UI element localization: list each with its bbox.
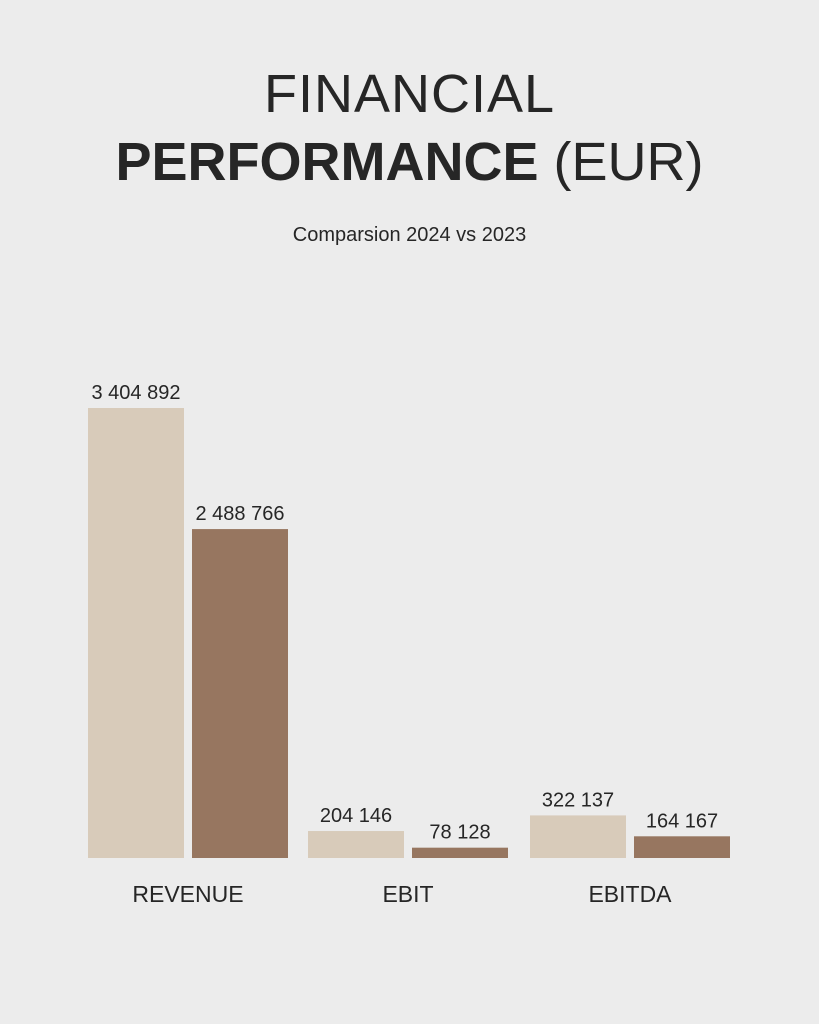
bar-ebit-series-1 — [308, 831, 404, 858]
value-label-revenue-series-2: 2 488 766 — [196, 503, 285, 525]
value-label-ebitda-series-1: 322 137 — [542, 789, 614, 811]
chart-title-bold: PERFORMANCE — [115, 132, 539, 192]
chart-title-line1: FINANCIAL — [263, 64, 556, 124]
bar-revenue-series-1 — [88, 408, 184, 858]
bar-ebitda-series-2 — [634, 836, 730, 858]
category-label-ebit: EBIT — [382, 881, 433, 907]
bar-revenue-series-2 — [192, 529, 288, 858]
value-label-ebitda-series-2: 164 167 — [646, 810, 718, 832]
chart-title-unit: (EUR) — [553, 132, 704, 192]
chart-title-line2: PERFORMANCE (EUR) — [0, 130, 819, 194]
value-label-ebit-series-2: 78 128 — [429, 822, 490, 844]
bar-ebit-series-2 — [412, 847, 508, 858]
bar-ebitda-series-1 — [530, 815, 626, 858]
value-label-ebit-series-1: 204 146 — [320, 805, 392, 827]
category-label-ebitda: EBITDA — [588, 881, 672, 907]
category-label-revenue: REVENUE — [132, 881, 243, 907]
value-label-revenue-series-1: 3 404 892 — [92, 382, 181, 404]
chart-subtitle: Comparsion 2024 vs 2023 — [292, 224, 527, 246]
